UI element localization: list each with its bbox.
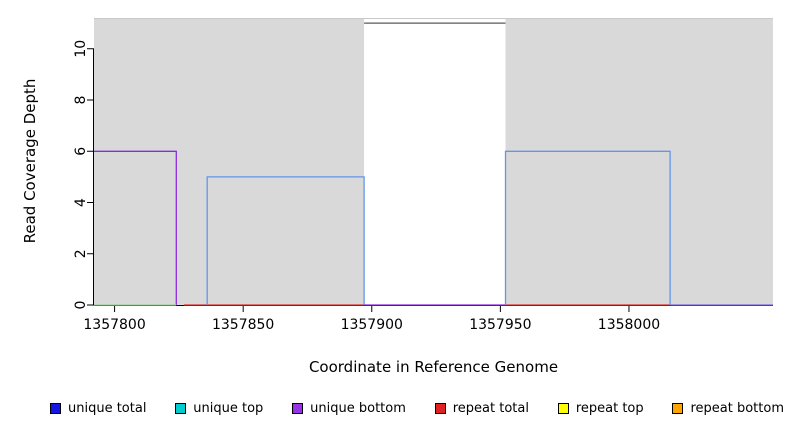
series-unique-coverage-rect-5 (206, 176, 365, 305)
y-tick-label: 10 (73, 40, 89, 58)
y-tick-label: 2 (73, 249, 89, 258)
x-tick-label: 1358000 (598, 317, 660, 333)
legend-label: repeat total (452, 400, 529, 416)
y-tick-label: 8 (73, 96, 89, 105)
legend-item-unique-total: unique total (50, 401, 146, 416)
legend-swatch-unique-top (175, 402, 187, 414)
uncovered-window (364, 18, 506, 305)
y-tick-label: 0 (73, 301, 89, 310)
x-axis-title: Coordinate in Reference Genome (308, 358, 559, 376)
legend-label: unique top (193, 400, 264, 416)
x-tick-label: 1357950 (469, 317, 531, 333)
y-axis-title: Read Coverage Depth (21, 78, 39, 244)
legend-swatch-repeat-total (434, 402, 446, 414)
y-tick-label: 4 (73, 198, 89, 207)
series-unique-coverage-rect-6 (504, 150, 671, 305)
legend-label: unique bottom (310, 400, 406, 416)
legend-item-unique-bottom: unique bottom (292, 401, 406, 416)
x-tick-label: 1357850 (212, 317, 274, 333)
legend-label: repeat bottom (690, 400, 784, 416)
legend: unique total unique top unique bottom repea… (50, 396, 784, 420)
legend-label: repeat top (575, 400, 644, 416)
legend-item-unique-top: unique top (175, 401, 263, 416)
series-unique-bottom-step-6 (94, 150, 177, 305)
legend-swatch-repeat-top (557, 402, 569, 414)
x-tick-label: 1357800 (83, 317, 145, 333)
legend-item-repeat-top: repeat top (557, 400, 644, 416)
legend-swatch-repeat-bottom (672, 402, 684, 414)
legend-label: unique total (68, 400, 147, 416)
legend-item-repeat-bottom: repeat bottom (672, 401, 784, 416)
legend-swatch-unique-bottom (292, 402, 304, 414)
legend-swatch-unique-total (50, 402, 61, 414)
y-tick-label: 6 (73, 147, 89, 156)
legend-item-repeat-total: repeat total (434, 400, 529, 416)
x-tick-label: 1357900 (341, 317, 403, 333)
